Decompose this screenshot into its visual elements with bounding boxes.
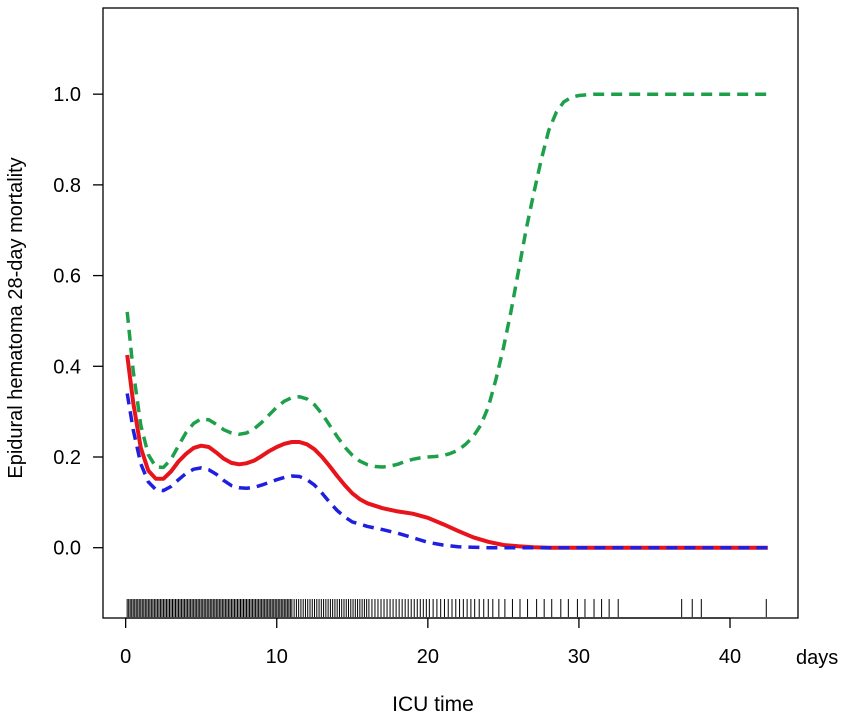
x-tick-label: 20 bbox=[417, 646, 439, 668]
x-tick-label: 40 bbox=[719, 646, 741, 668]
series-line-2 bbox=[125, 393, 768, 550]
series-line-3 bbox=[125, 92, 768, 470]
x-tick-label: 10 bbox=[266, 646, 288, 668]
y-tick-label: 1.0 bbox=[53, 84, 81, 106]
series-lines bbox=[125, 92, 768, 550]
x-axis-label: ICU time bbox=[392, 693, 474, 716]
rug-marks bbox=[126, 599, 767, 617]
y-axis-label: Epidural hematoma 28-day mortality bbox=[5, 157, 27, 478]
x-axis: 0 10 20 30 40 bbox=[120, 617, 741, 668]
y-tick-label: 0.2 bbox=[53, 447, 81, 469]
x-tick-label: 0 bbox=[120, 646, 131, 668]
x-tick-label: 30 bbox=[568, 646, 590, 668]
y-axis: 0.0 0.2 0.4 0.6 0.8 1.0 bbox=[53, 84, 103, 560]
series-line-1 bbox=[125, 354, 768, 550]
x-axis-unit: days bbox=[796, 647, 838, 669]
y-tick-label: 0.8 bbox=[53, 175, 81, 197]
y-tick-label: 0.0 bbox=[53, 538, 81, 560]
y-tick-label: 0.4 bbox=[53, 356, 81, 378]
y-tick-label: 0.6 bbox=[53, 266, 81, 288]
